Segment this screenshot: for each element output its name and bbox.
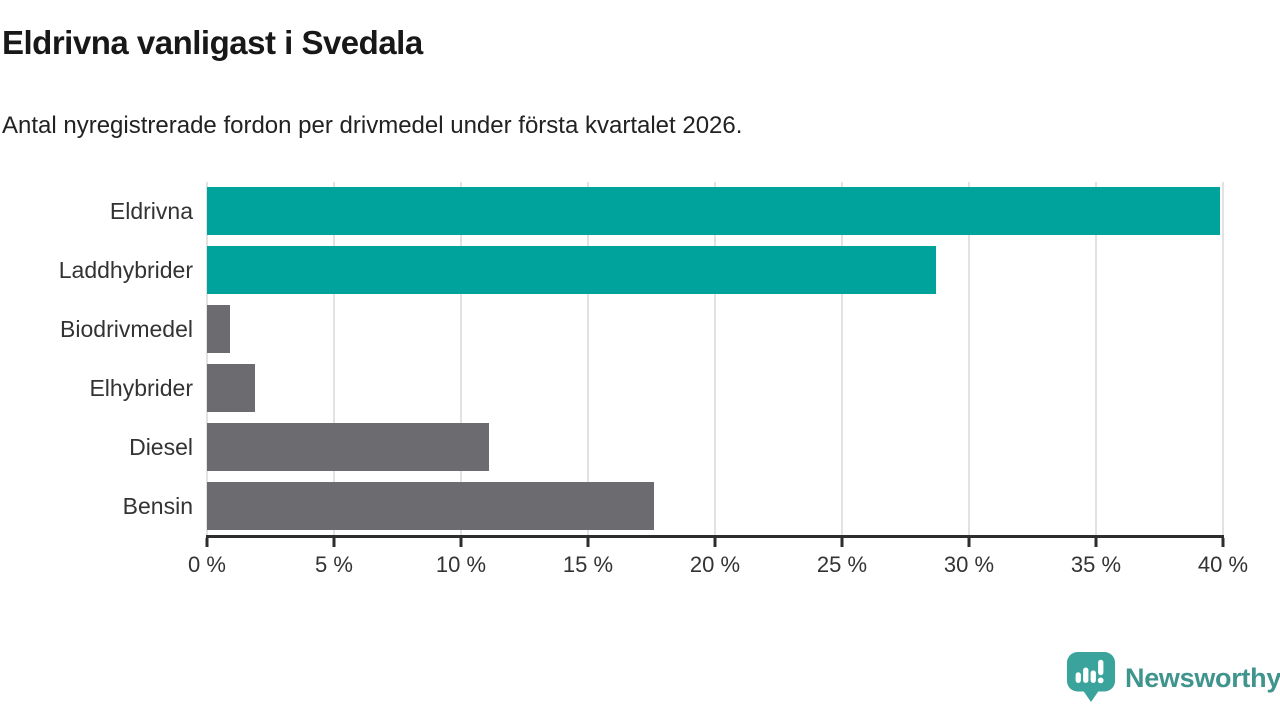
x-axis-tick <box>205 538 209 547</box>
newsworthy-logo: Newsworthy <box>1066 651 1280 706</box>
category-label-eldrivna: Eldrivna <box>109 198 193 224</box>
category-label-biodrivmedel: Biodrivmedel <box>60 316 193 342</box>
chart-title: Eldrivna vanligast i Svedala <box>2 24 423 61</box>
gridline <box>714 182 716 536</box>
gridline <box>333 182 335 536</box>
category-label-diesel: Diesel <box>129 434 193 460</box>
x-axis-tick-label: 20 % <box>689 552 741 577</box>
x-axis-tick-label: 10 % <box>435 552 487 577</box>
x-axis-tick <box>713 538 717 547</box>
x-axis-tick-label: 40 % <box>1197 552 1249 577</box>
x-axis: 0 % 5 % 10 % 15 % 20 % 25 % 30 % 35 % 40 % <box>188 535 1248 587</box>
gridline <box>841 182 843 536</box>
x-axis-tick <box>967 538 971 547</box>
chart-subtitle: Antal nyregistrerade fordon per drivmede… <box>2 112 743 139</box>
bar-biodrivmedel <box>207 305 230 353</box>
plot-area <box>206 182 1224 536</box>
gridline <box>968 182 970 536</box>
x-axis-tick-label: 15 % <box>562 552 614 577</box>
x-axis-tick-label: 0 % <box>188 552 226 577</box>
x-axis-tick <box>840 538 844 547</box>
y-axis-labels: Eldrivna Laddhybrider Biodrivmedel Elhybrid… <box>0 182 193 536</box>
x-axis-line <box>206 535 1224 538</box>
gridline <box>206 182 208 536</box>
x-axis-tick-label: 30 % <box>943 552 995 577</box>
x-axis-tick <box>586 538 590 547</box>
x-axis-tick <box>459 538 463 547</box>
x-axis-tick-label: 25 % <box>816 552 868 577</box>
x-axis-tick-label: 5 % <box>315 552 353 577</box>
bar-laddhybrider <box>207 246 936 294</box>
x-axis-tick <box>332 538 336 547</box>
bar-bensin <box>207 482 655 530</box>
bar-elhybrider <box>207 364 256 412</box>
category-label-laddhybrider: Laddhybrider <box>58 257 193 283</box>
gridline <box>460 182 462 536</box>
bar-diesel <box>207 423 489 471</box>
bar-eldrivna <box>207 187 1221 235</box>
x-axis-tick-label: 35 % <box>1070 552 1122 577</box>
category-label-bensin: Bensin <box>122 493 193 519</box>
category-label-elhybrider: Elhybrider <box>89 375 193 401</box>
x-axis-tick <box>1221 538 1225 547</box>
gridline <box>1095 182 1097 536</box>
x-axis-tick <box>1094 538 1098 547</box>
newsworthy-logo-text: Newsworthy <box>1125 663 1280 693</box>
newsworthy-bubble-chart-icon <box>1066 652 1116 703</box>
gridline <box>587 182 589 536</box>
gridline <box>1222 182 1224 536</box>
